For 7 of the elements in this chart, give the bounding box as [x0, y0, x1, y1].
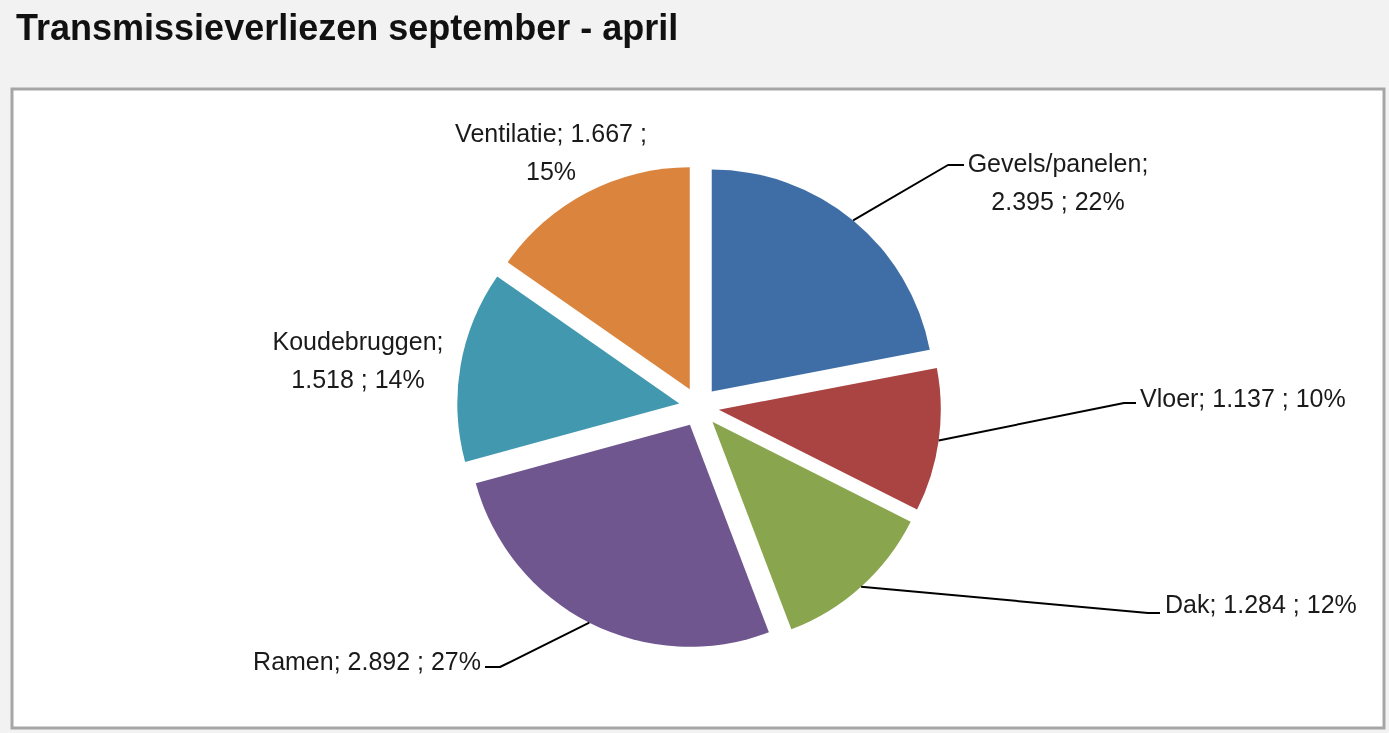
slice-label: Gevels/panelen; 2.395 ; 22%: [967, 149, 1149, 215]
slice-label: Koudebruggen; 1.518 ; 14%: [272, 327, 444, 393]
slice-label: Dak; 1.284 ; 12%: [1165, 590, 1357, 618]
slice-label: Ramen; 2.892 ; 27%: [253, 647, 481, 675]
chart-title: Transmissieverliezen september - april: [16, 7, 679, 48]
slice-label: Ventilatie; 1.667 ; 15%: [455, 119, 647, 185]
slice-label: Vloer; 1.137 ; 10%: [1140, 384, 1346, 412]
